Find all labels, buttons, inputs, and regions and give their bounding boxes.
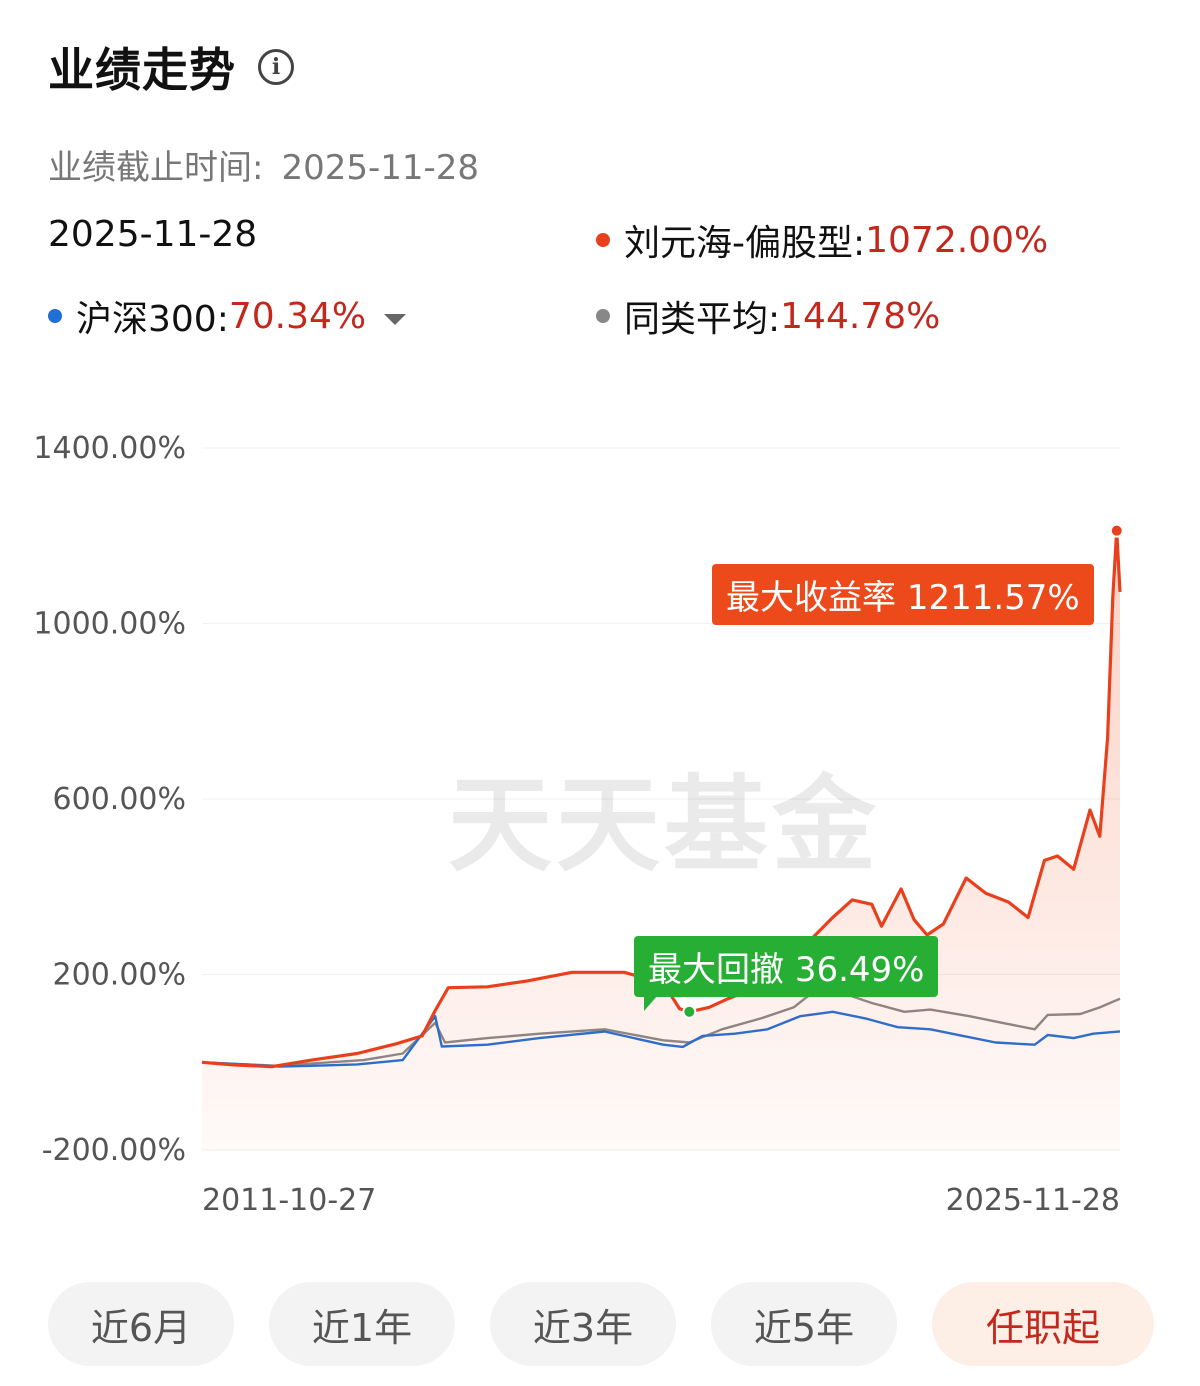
y-axis: 1400.00% 1000.00% 600.00% 200.00% -200.00% xyxy=(33,431,186,1168)
fund-dot-icon xyxy=(596,233,610,247)
legend-peer-name: 同类平均: xyxy=(624,299,781,340)
y-tick-label: 600.00% xyxy=(53,782,186,817)
max-return-callout: 最大收益率 1211.57% xyxy=(712,564,1094,625)
peer-dot-icon xyxy=(596,309,610,323)
x-axis: 2011-10-27 2025-11-28 xyxy=(202,1183,1120,1218)
legend-item-benchmark[interactable]: 沪深300: 70.34% xyxy=(48,290,407,342)
as-of-line: 业绩截止时间: 2025-11-28 xyxy=(48,140,497,189)
y-tick-label: 200.00% xyxy=(53,958,186,993)
legend-item-fund: 刘元海-偏股型: 1072.00% xyxy=(596,214,1048,266)
info-circle-icon[interactable]: i xyxy=(258,49,294,85)
benchmark-dot-icon xyxy=(48,309,62,323)
as-of-date: 2025-11-28 xyxy=(281,148,480,188)
tab-1-year[interactable]: 近1年 xyxy=(269,1282,455,1366)
x-tick-label: 2011-10-27 xyxy=(202,1183,376,1218)
watermark: 天天基金 xyxy=(448,763,881,886)
legend-date: 2025-11-28 xyxy=(48,214,258,255)
chevron-down-icon[interactable] xyxy=(384,313,407,325)
tab-since-tenure[interactable]: 任职起 xyxy=(932,1282,1154,1366)
legend-fund-value: 1072.00% xyxy=(865,219,1049,261)
legend-item-peer-average: 同类平均: 144.78% xyxy=(596,290,940,342)
title-row: 业绩走势 i xyxy=(48,34,294,100)
x-tick-label: 2025-11-28 xyxy=(946,1183,1120,1218)
max-drawdown-marker xyxy=(682,1004,697,1019)
period-tabs: 近6月 近1年 近3年 近5年 任职起 xyxy=(48,1282,1154,1366)
page-title: 业绩走势 xyxy=(48,43,236,97)
max-drawdown-label: 最大回撤 xyxy=(648,950,784,990)
as-of-label: 业绩截止时间: xyxy=(48,148,264,188)
max-drawdown-value: 36.49% xyxy=(794,950,925,990)
max-return-marker xyxy=(1109,523,1124,538)
y-tick-label: 1400.00% xyxy=(33,431,186,466)
tab-5-years[interactable]: 近5年 xyxy=(711,1282,897,1366)
max-return-value: 1211.57% xyxy=(906,578,1080,618)
max-drawdown-callout: 最大回撤 36.49% xyxy=(634,936,939,1011)
max-return-label: 最大收益率 xyxy=(726,578,896,618)
legend-peer-value: 144.78% xyxy=(780,295,941,337)
tab-6-months[interactable]: 近6月 xyxy=(48,1282,234,1366)
tab-3-years[interactable]: 近3年 xyxy=(490,1282,676,1366)
y-tick-label: -200.00% xyxy=(42,1133,186,1168)
y-tick-label: 1000.00% xyxy=(33,607,186,642)
markers-layer xyxy=(682,523,1124,1019)
legend-fund-name: 刘元海-偏股型: xyxy=(624,223,866,264)
legend-benchmark-name: 沪深300: xyxy=(76,299,229,340)
legend-benchmark-value: 70.34% xyxy=(228,295,367,337)
